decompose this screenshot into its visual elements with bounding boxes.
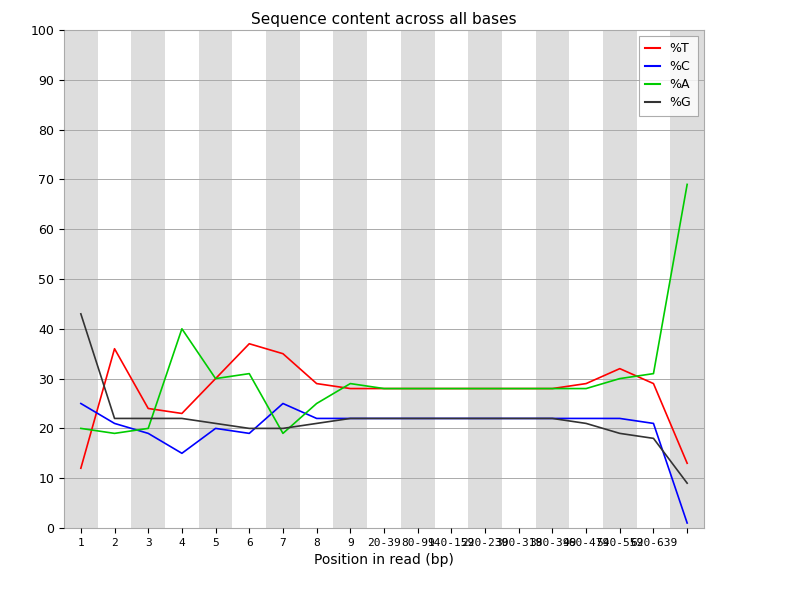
Bar: [98, 30, 131, 528]
Bar: [266, 30, 300, 528]
Bar: [300, 30, 334, 528]
Bar: [334, 30, 367, 528]
Bar: [198, 30, 233, 528]
Bar: [670, 30, 704, 528]
Bar: [131, 30, 165, 528]
Bar: [401, 30, 434, 528]
X-axis label: Position in read (bp): Position in read (bp): [314, 553, 454, 567]
Title: Sequence content across all bases: Sequence content across all bases: [251, 13, 517, 28]
Bar: [603, 30, 637, 528]
Bar: [367, 30, 401, 528]
Bar: [468, 30, 502, 528]
Bar: [637, 30, 670, 528]
Bar: [233, 30, 266, 528]
Bar: [502, 30, 535, 528]
Bar: [165, 30, 198, 528]
Bar: [535, 30, 570, 528]
Legend: %T, %C, %A, %G: %T, %C, %A, %G: [638, 36, 698, 116]
Bar: [570, 30, 603, 528]
Bar: [64, 30, 98, 528]
Bar: [434, 30, 468, 528]
